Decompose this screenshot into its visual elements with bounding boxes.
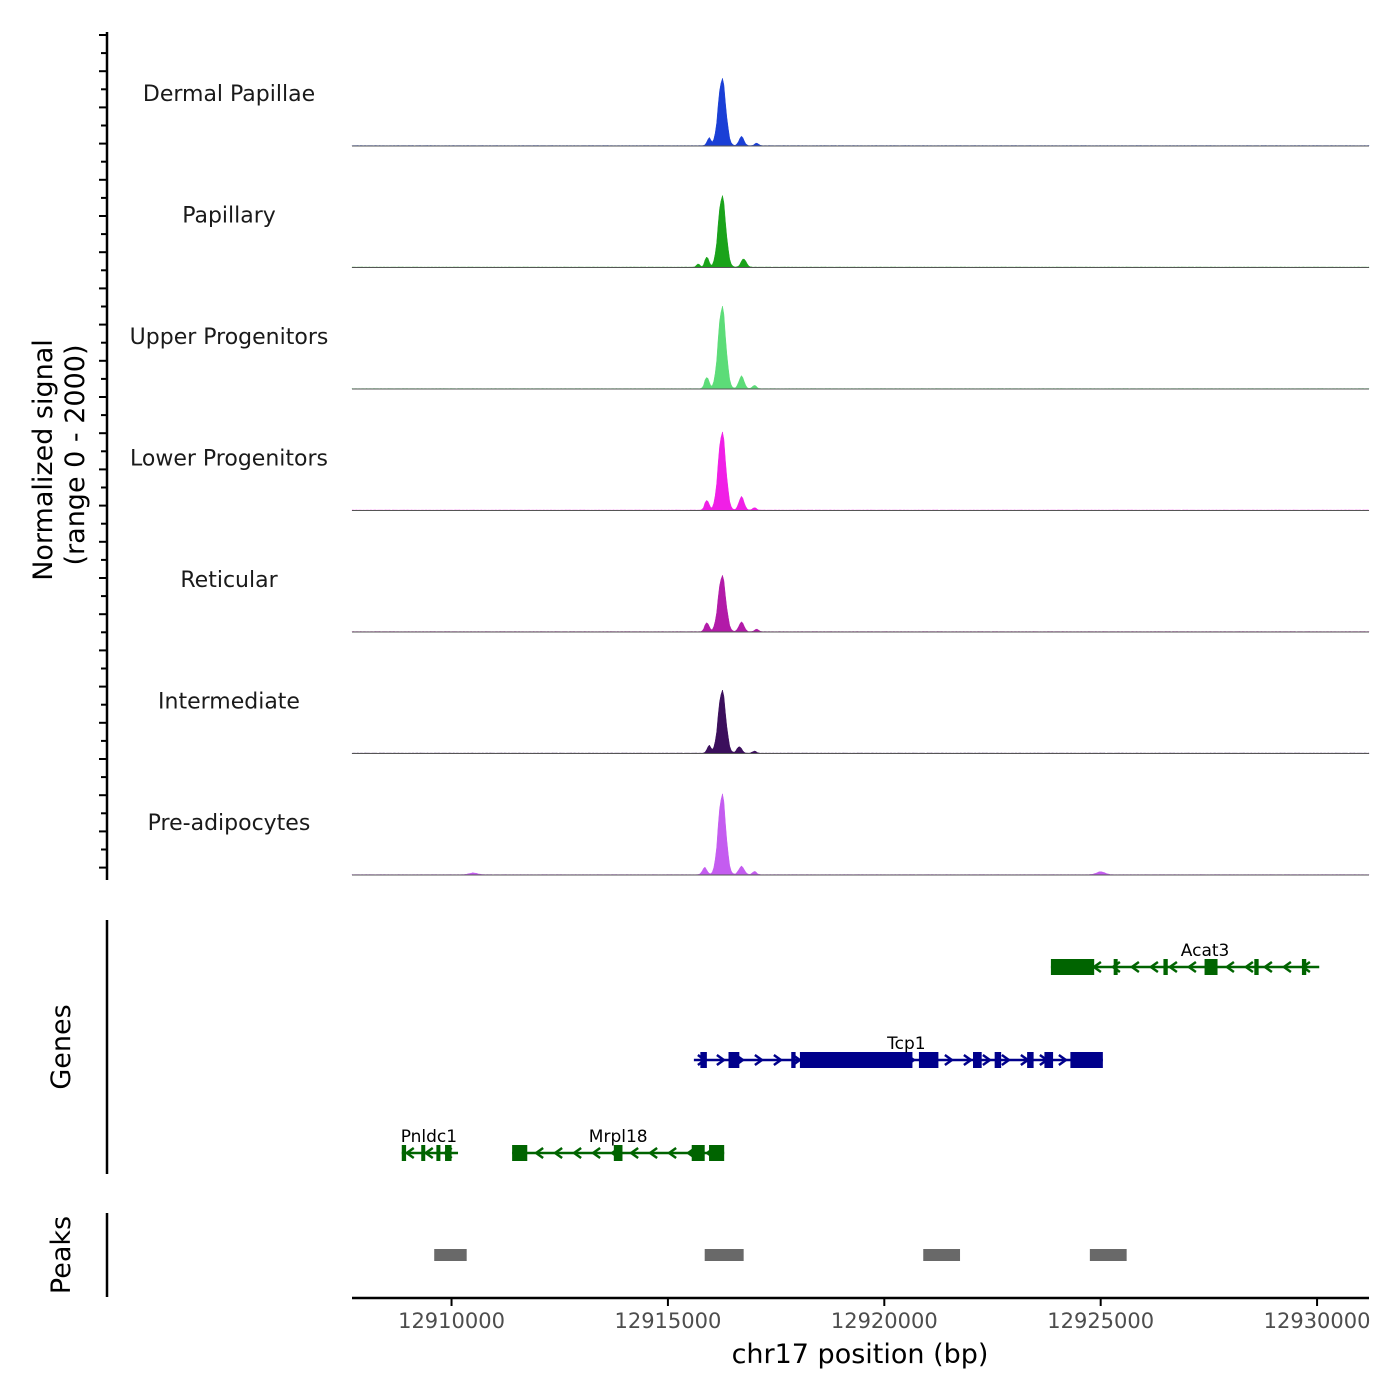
exon xyxy=(1204,959,1218,975)
exon xyxy=(791,1052,796,1068)
exon xyxy=(421,1145,426,1161)
exon xyxy=(918,1052,939,1068)
coverage-track: Intermediate xyxy=(158,689,1370,754)
coverage-track: Lower Progenitors xyxy=(130,431,1370,511)
x-tick-label: 12920000 xyxy=(831,1309,938,1333)
gene-track: Acat3 Tcp1 Mrpl18 Pnldc1 xyxy=(401,941,1320,1161)
coverage-track: Reticular xyxy=(180,568,1370,633)
genes-ylabel: Genes xyxy=(46,1004,77,1089)
strand-arrow xyxy=(773,1053,784,1067)
gene: Tcp1 xyxy=(693,1034,1103,1068)
track-label: Reticular xyxy=(180,568,278,593)
coverage-track: Dermal Papillae xyxy=(143,77,1370,147)
coverage-ylabel-line2: (range 0 - 2000) xyxy=(60,345,91,566)
exon xyxy=(436,1145,441,1161)
strand-arrow xyxy=(571,1146,582,1160)
coverage-tracks: Dermal Papillae Papillary Upper Progenitor… xyxy=(130,77,1370,876)
gene-label: Tcp1 xyxy=(886,1034,925,1054)
coverage-track: Pre-adipocytes xyxy=(148,793,1370,876)
gene-label: Mrpl18 xyxy=(589,1127,648,1147)
x-tick-label: 12910000 xyxy=(398,1309,505,1333)
gene-label: Pnldc1 xyxy=(401,1127,457,1147)
peak-region xyxy=(923,1249,961,1261)
x-tick-label: 12930000 xyxy=(1264,1309,1371,1333)
strand-arrow xyxy=(1129,960,1140,974)
x-axis-title: chr17 position (bp) xyxy=(732,1339,989,1370)
coverage-area xyxy=(351,306,1370,390)
coverage-area xyxy=(351,195,1370,268)
coverage-track: Upper Progenitors xyxy=(130,306,1370,390)
exon xyxy=(1027,1052,1034,1068)
coverage-area xyxy=(351,793,1370,876)
track-label: Pre-adipocytes xyxy=(148,811,311,836)
gene: Mrpl18 xyxy=(512,1127,725,1161)
peak-region xyxy=(1089,1249,1127,1261)
exon xyxy=(700,1052,707,1068)
exon xyxy=(728,1052,740,1068)
strand-arrow xyxy=(1186,960,1197,974)
peak-track xyxy=(434,1249,1127,1261)
strand-arrow xyxy=(982,1053,993,1067)
strand-arrow xyxy=(716,1053,727,1067)
strand-arrow xyxy=(1262,960,1273,974)
coverage-y-ticks xyxy=(99,34,107,869)
exon xyxy=(1254,959,1259,975)
x-axis-ticks: 12910000 12915000 12920000 12925000 12930000 xyxy=(398,1298,1371,1333)
exon xyxy=(691,1145,705,1161)
track-label: Dermal Papillae xyxy=(143,82,315,107)
strand-arrow xyxy=(1281,960,1292,974)
exon xyxy=(401,1145,407,1161)
peak-region xyxy=(704,1249,744,1261)
x-tick-label: 12925000 xyxy=(1047,1309,1154,1333)
exon xyxy=(613,1145,623,1161)
exon xyxy=(1301,959,1307,975)
coverage-ylabel-line1: Normalized signal xyxy=(28,339,59,581)
peak-region xyxy=(434,1249,467,1261)
exon xyxy=(1113,959,1118,975)
strand-arrow xyxy=(963,1053,974,1067)
strand-arrow xyxy=(647,1146,658,1160)
strand-arrow xyxy=(1167,960,1178,974)
x-tick-label: 12915000 xyxy=(614,1309,721,1333)
strand-arrow xyxy=(423,1146,434,1160)
track-label: Papillary xyxy=(182,204,276,229)
exon xyxy=(994,1052,1002,1068)
exon xyxy=(709,1145,725,1161)
gene: Pnldc1 xyxy=(401,1127,459,1161)
exon xyxy=(1050,959,1095,975)
strand-arrow xyxy=(1224,960,1235,974)
coverage-area xyxy=(351,431,1370,511)
strand-arrow xyxy=(533,1146,544,1160)
strand-arrow xyxy=(944,1053,955,1067)
coverage-area xyxy=(351,574,1370,633)
strand-arrow xyxy=(590,1146,601,1160)
strand-arrow xyxy=(1243,960,1254,974)
exon xyxy=(1070,1052,1103,1068)
strand-arrow xyxy=(1058,1053,1069,1067)
exon xyxy=(973,1052,982,1068)
strand-arrow xyxy=(1148,960,1159,974)
exon xyxy=(445,1145,452,1161)
coverage-area xyxy=(351,689,1370,754)
gene: Acat3 xyxy=(1050,941,1320,975)
strand-arrow xyxy=(754,1053,765,1067)
exon xyxy=(1163,959,1168,975)
exon xyxy=(512,1145,528,1161)
strand-arrow xyxy=(628,1146,639,1160)
strand-arrow xyxy=(404,1146,415,1160)
strand-arrow xyxy=(1001,1053,1012,1067)
coverage-track: Papillary xyxy=(182,195,1370,268)
gene-label: Acat3 xyxy=(1181,941,1230,961)
exon xyxy=(1044,1052,1054,1068)
peaks-ylabel: Peaks xyxy=(46,1216,77,1294)
strand-arrow xyxy=(666,1146,677,1160)
track-label: Lower Progenitors xyxy=(130,447,328,472)
exon xyxy=(799,1052,913,1068)
coverage-area xyxy=(351,77,1370,147)
strand-arrow xyxy=(552,1146,563,1160)
track-label: Intermediate xyxy=(158,690,300,715)
track-label: Upper Progenitors xyxy=(130,325,329,350)
